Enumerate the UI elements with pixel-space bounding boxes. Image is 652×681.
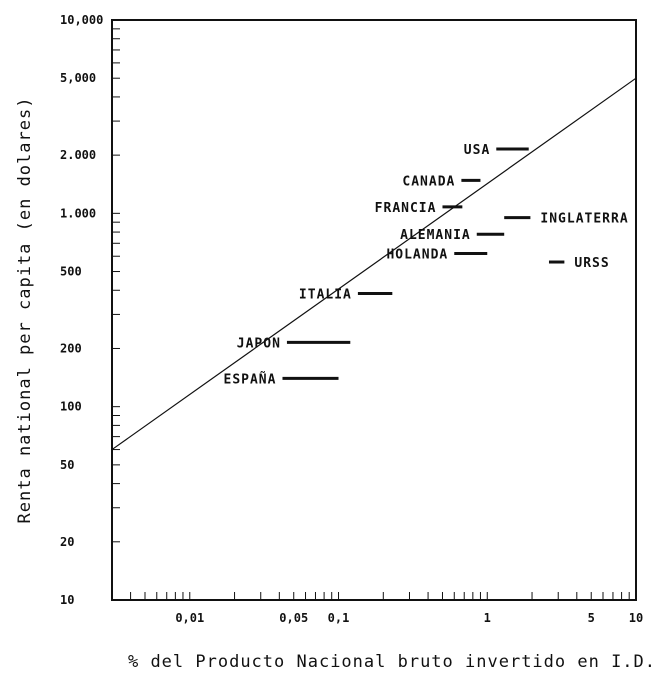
x-tick-label-5: 10 [629,611,643,625]
plot-frame [111,19,637,601]
minor-ticks [112,28,630,600]
country-bars [282,147,565,380]
x-tick-label-1: 0,05 [279,611,308,625]
country-label-7: ITALIA [299,287,352,302]
y-tick-label-7: 50 [60,458,74,472]
x-tick-labels: 0,01 0,05 0,1 1 5 10 [175,611,643,625]
y-tick-label-3: 1.000 [60,206,96,220]
trend-group [111,77,637,451]
country-label-4: ALEMANIA [400,228,471,243]
country-label-2: FRANCIA [375,201,437,216]
country-label-9: ESPAÑA [224,371,277,387]
x-tick-label-2: 0,1 [328,611,350,625]
country-label-1: CANADA [402,174,455,189]
country-labels: USA CANADA FRANCIA INGLATERRA ALEMANIA HOLAND… [224,143,628,387]
y-tick-label-9: 10 [60,593,74,607]
country-label-6: URSS [574,256,609,271]
y-tick-labels: 10,000 5,000 2.000 1.000 500 200 100 50 20 10 [60,13,103,607]
y-tick-label-5: 200 [60,341,82,355]
country-label-3: INGLATERRA [540,212,628,227]
x-tick-label-0: 0,01 [175,611,204,625]
y-tick-label-2: 2.000 [60,148,96,162]
trend-line [111,77,637,451]
y-tick-label-1: 5,000 [60,71,96,85]
x-tick-label-3: 1 [484,611,491,625]
country-label-0: USA [464,143,490,158]
y-tick-label-0: 10,000 [60,13,103,27]
country-label-5: HOLANDA [386,247,448,262]
x-tick-label-4: 5 [588,611,595,625]
y-axis-title: Renta national per capita (en dolares) [15,97,35,524]
y-tick-label-6: 100 [60,400,82,414]
country-label-8: JAPON [237,336,281,351]
x-axis-title: % del Producto Nacional bruto invertido … [128,652,652,672]
y-tick-label-4: 500 [60,265,82,279]
y-tick-label-8: 20 [60,535,74,549]
